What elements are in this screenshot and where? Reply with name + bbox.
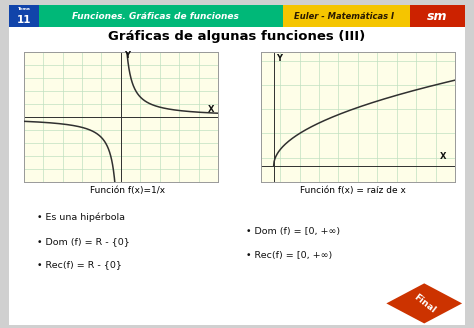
Text: Gráficas de algunas funciones (III): Gráficas de algunas funciones (III) (109, 31, 365, 43)
Text: • Rec(f) = R - {0}: • Rec(f) = R - {0} (37, 260, 122, 269)
Text: X: X (208, 105, 215, 113)
Text: • Es una hipérbola: • Es una hipérbola (37, 213, 125, 222)
Text: X: X (439, 153, 446, 161)
Text: Y: Y (276, 53, 282, 63)
Text: • Rec(f) = [0, +∞): • Rec(f) = [0, +∞) (246, 251, 332, 260)
Bar (9, 5, 39, 27)
Text: 11: 11 (17, 15, 31, 25)
Bar (410, 5, 465, 27)
Text: Y: Y (124, 51, 130, 60)
Bar (9, 5, 283, 27)
Text: Función f(x)=1/x: Función f(x)=1/x (90, 186, 165, 195)
Text: Final: Final (411, 292, 437, 315)
Text: • Dom (f) = R - {0}: • Dom (f) = R - {0} (37, 237, 129, 246)
Text: Tema: Tema (18, 8, 30, 11)
Text: • Dom (f) = [0, +∞): • Dom (f) = [0, +∞) (246, 227, 340, 236)
Text: Funciones. Gráficas de funciones: Funciones. Gráficas de funciones (72, 12, 238, 21)
Text: Euler - Matemáticas I: Euler - Matemáticas I (294, 12, 394, 21)
Bar (283, 5, 410, 27)
Text: sm: sm (427, 10, 447, 23)
Text: Función f(x) = raíz de x: Función f(x) = raíz de x (300, 186, 406, 195)
Polygon shape (386, 283, 462, 323)
